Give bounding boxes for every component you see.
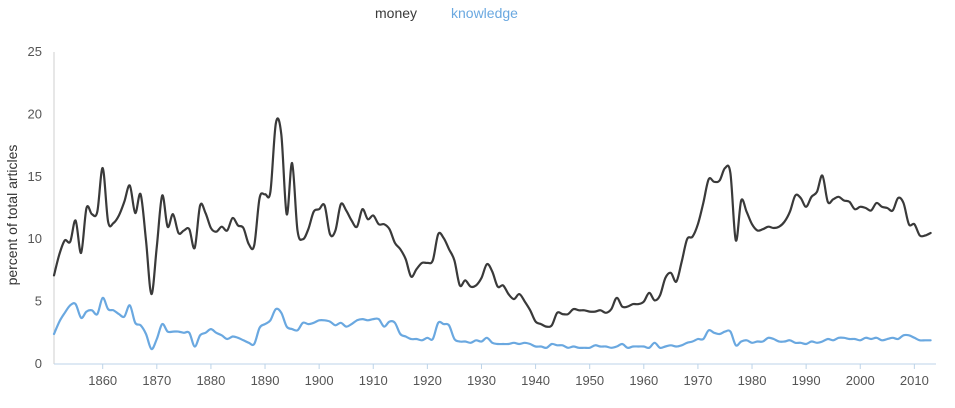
x-tick-label: 1880 (196, 373, 225, 388)
legend: money knowledge (375, 5, 518, 21)
x-tick-label: 1950 (575, 373, 604, 388)
x-tick-label: 1890 (251, 373, 280, 388)
x-tick-label: 1990 (792, 373, 821, 388)
y-axis: 0 5 10 15 20 25 (28, 44, 55, 371)
x-tick-label: 1930 (467, 373, 496, 388)
y-tick-label: 0 (35, 356, 42, 371)
x-tick-label: 1900 (305, 373, 334, 388)
x-tick-label: 1920 (413, 373, 442, 388)
x-tick-label: 1970 (683, 373, 712, 388)
x-tick-label: 1910 (359, 373, 388, 388)
x-tick-label: 1870 (142, 373, 171, 388)
x-tick-label: 1980 (738, 373, 767, 388)
series-line-knowledge[interactable] (52, 296, 932, 351)
x-tick-label: 2010 (900, 373, 929, 388)
y-tick-label: 20 (28, 106, 42, 121)
y-tick-label: 5 (35, 294, 42, 309)
y-tick-label: 25 (28, 44, 42, 59)
y-tick-label: 10 (28, 231, 42, 246)
x-tick-label: 2000 (846, 373, 875, 388)
legend-entry-knowledge[interactable]: knowledge (451, 5, 518, 21)
y-tick-label: 15 (28, 169, 42, 184)
legend-entry-money[interactable]: money (375, 5, 417, 21)
x-tick-label: 1940 (521, 373, 550, 388)
x-tick-label: 1960 (629, 373, 658, 388)
x-tick-label: 1860 (88, 373, 117, 388)
y-axis-title: percent of total articles (4, 145, 20, 286)
series-line-money[interactable] (52, 117, 932, 328)
series-layer (52, 117, 932, 351)
x-axis: 1860 1870 1880 1890 1900 1910 1920 1930 1940 1950… (54, 363, 936, 388)
